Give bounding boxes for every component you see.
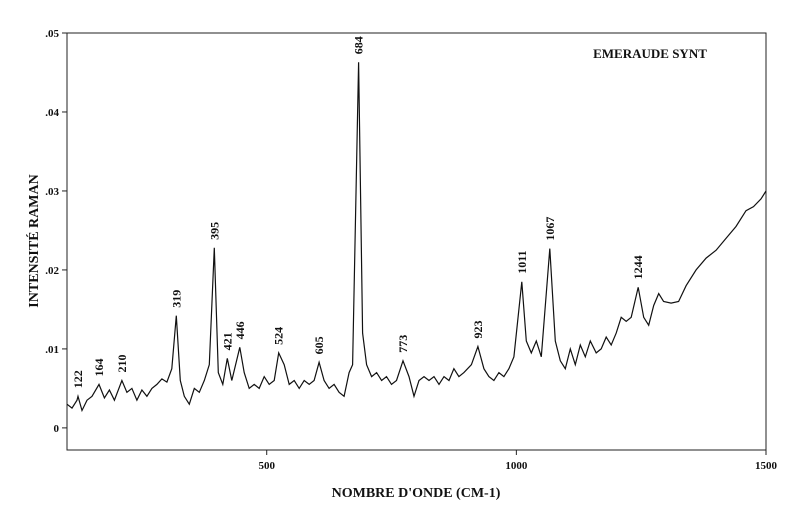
peak-label: 773 bbox=[396, 335, 410, 353]
peak-label: 164 bbox=[92, 358, 106, 376]
peak-label: 210 bbox=[115, 355, 129, 373]
y-tick-label: .01 bbox=[45, 344, 59, 356]
peak-label: 605 bbox=[312, 336, 326, 354]
plot-frame bbox=[66, 32, 767, 451]
y-tick-label: 0 bbox=[54, 423, 60, 435]
x-tick-label: 500 bbox=[258, 460, 275, 472]
x-tick-label: 1000 bbox=[505, 460, 528, 472]
peak-label: 319 bbox=[169, 290, 183, 308]
y-tick-label: .03 bbox=[45, 186, 59, 198]
peak-label: 1244 bbox=[631, 255, 645, 279]
peak-label: 684 bbox=[352, 36, 366, 54]
y-tick-label: .05 bbox=[45, 28, 59, 40]
y-axis-label: INTENSITÉ RAMAN bbox=[25, 174, 42, 307]
x-tick-label: 1500 bbox=[755, 460, 778, 472]
peak-label: 923 bbox=[471, 321, 485, 339]
peak-label: 1011 bbox=[515, 250, 529, 273]
annotation: EMERAUDE SYNT bbox=[593, 46, 707, 61]
y-tick-label: .04 bbox=[45, 107, 59, 119]
peak-label: 122 bbox=[71, 370, 85, 388]
peak-label: 524 bbox=[272, 327, 286, 345]
peak-label: 421 bbox=[220, 332, 234, 350]
peak-label: 395 bbox=[207, 222, 221, 240]
peak-label: 446 bbox=[233, 321, 247, 339]
peak-label: 1067 bbox=[543, 217, 557, 241]
y-tick-label: .02 bbox=[45, 265, 59, 277]
x-axis-label: NOMBRE D'ONDE (CM-1) bbox=[332, 486, 501, 501]
spectrum-line bbox=[66, 62, 767, 413]
